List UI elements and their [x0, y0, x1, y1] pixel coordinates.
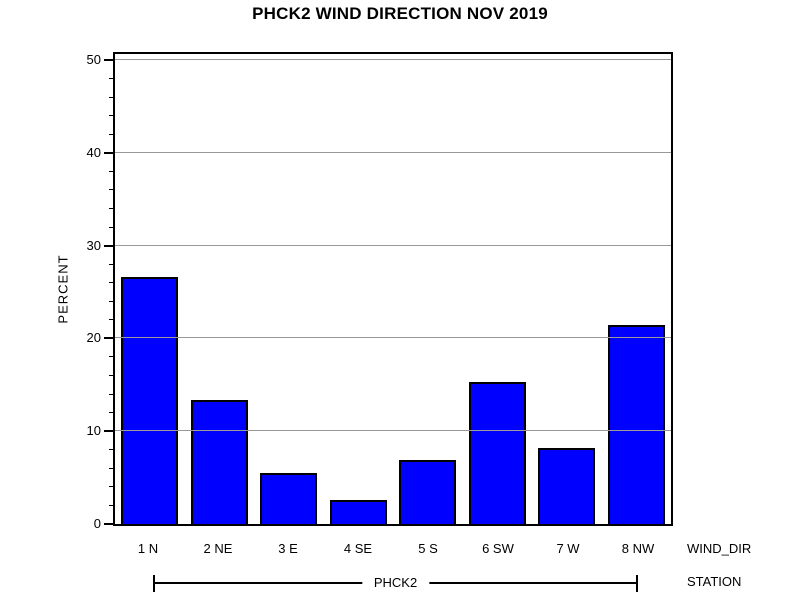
- gridline-20: [115, 337, 671, 338]
- x-tick-label: 7 W: [556, 541, 580, 556]
- y-axis-title: PERCENT: [55, 254, 71, 324]
- y-tick-label: 10: [86, 423, 101, 438]
- y-minor-tick: [109, 356, 114, 357]
- gridline-50: [115, 59, 671, 60]
- x-tick-label: 1 N: [137, 541, 159, 556]
- group-axis-title: STATION: [687, 574, 742, 589]
- gridline-30: [115, 245, 671, 246]
- y-minor-tick: [109, 468, 114, 469]
- station-value-label: PHCK2: [361, 575, 430, 591]
- bar-1-n: [121, 277, 179, 524]
- y-major-tick: [104, 523, 114, 525]
- y-minor-tick: [109, 97, 114, 98]
- bar-8-nw: [607, 325, 665, 524]
- y-minor-tick: [109, 282, 114, 283]
- x-tick-label: 5 S: [418, 541, 438, 556]
- y-major-tick: [104, 337, 114, 339]
- y-minor-tick: [109, 227, 114, 228]
- gridline-10: [115, 430, 671, 431]
- bar-slot: [254, 54, 324, 524]
- bracket-right-tick: [636, 575, 638, 592]
- plot-area: [113, 52, 673, 526]
- y-minor-tick: [109, 301, 114, 302]
- y-minor-tick: [109, 171, 114, 172]
- x-axis-labels: 1 N 2 NE 3 E 4 SE 5 S 6 SW 7 W 8 NW: [113, 541, 673, 556]
- y-minor-tick: [109, 394, 114, 395]
- bar-row: [115, 54, 671, 524]
- y-minor-tick: [109, 208, 114, 209]
- y-minor-tick: [109, 486, 114, 487]
- x-tick-label: 8 NW: [621, 541, 655, 556]
- y-minor-tick: [109, 505, 114, 506]
- y-minor-tick: [109, 115, 114, 116]
- y-tick-label: 40: [86, 145, 101, 160]
- chart-title: PHCK2 WIND DIRECTION NOV 2019: [252, 4, 548, 23]
- x-tick-label: 4 SE: [343, 541, 373, 556]
- x-tick-label: 3 E: [278, 541, 298, 556]
- bar-slot: [115, 54, 185, 524]
- bar-3-e: [260, 473, 318, 524]
- gridline-40: [115, 152, 671, 153]
- bar-slot: [602, 54, 672, 524]
- y-tick-label: 30: [86, 238, 101, 253]
- x-tick-label: 6 SW: [482, 541, 514, 556]
- x-tick-label: 2 NE: [203, 541, 233, 556]
- bar-5-s: [399, 460, 457, 524]
- y-minor-tick: [109, 264, 114, 265]
- y-minor-tick: [109, 449, 114, 450]
- y-minor-tick: [109, 134, 114, 135]
- y-tick-label: 20: [86, 330, 101, 345]
- station-bracket: PHCK2: [153, 575, 638, 592]
- bar-slot: [393, 54, 463, 524]
- y-minor-tick: [109, 412, 114, 413]
- y-major-tick: [104, 59, 114, 61]
- bar-7-w: [538, 448, 596, 524]
- y-minor-tick: [109, 189, 114, 190]
- y-minor-tick: [109, 78, 114, 79]
- bar-slot: [463, 54, 533, 524]
- y-major-tick: [104, 245, 114, 247]
- bar-6-sw: [468, 382, 526, 524]
- y-major-tick: [104, 152, 114, 154]
- y-minor-tick: [109, 375, 114, 376]
- bar-slot: [532, 54, 602, 524]
- bar-slot: [324, 54, 394, 524]
- bar-4-se: [329, 500, 387, 524]
- x-axis-title: WIND_DIR: [687, 541, 752, 556]
- y-tick-label: 0: [93, 516, 101, 531]
- y-tick-label: 50: [86, 52, 101, 67]
- bar-2-ne: [190, 400, 248, 524]
- y-minor-tick: [109, 319, 114, 320]
- bar-slot: [185, 54, 255, 524]
- y-major-tick: [104, 430, 114, 432]
